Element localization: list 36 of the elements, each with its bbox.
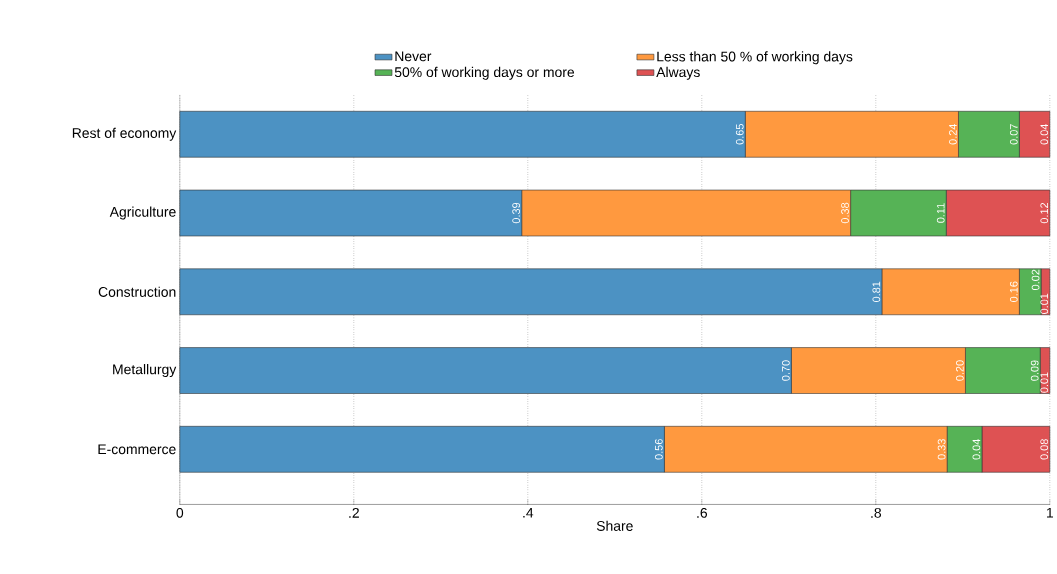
y-tick-label: Rest of economy: [72, 127, 177, 141]
y-tick-label: Agriculture: [109, 206, 176, 220]
data-label: 0.01: [1040, 293, 1049, 314]
data-label: 0.08: [1040, 438, 1049, 460]
x-tick-label: .6: [697, 507, 708, 518]
data-label: 0.81: [872, 281, 881, 302]
x-tick-label: 1: [1047, 507, 1054, 518]
data-label: 0.01: [1040, 372, 1049, 393]
data-label: 0.24: [949, 123, 957, 145]
data-label: 0.02: [1031, 269, 1040, 290]
data-label: 0.04: [972, 438, 981, 460]
legend-label: Never: [395, 51, 432, 62]
data-label: 0.39: [512, 202, 521, 224]
legend-label: Always: [656, 66, 700, 80]
legend-label: Less than 50 % of working days: [657, 51, 853, 65]
data-label: 0.11: [936, 203, 945, 223]
x-tick-label: .8: [871, 507, 882, 518]
data-label: 0.07: [1009, 123, 1018, 145]
data-label: 0.12: [1040, 202, 1049, 224]
data-label: 0.38: [841, 202, 849, 224]
legend-label: 50% of working days or more: [394, 66, 575, 80]
data-label: 0.70: [781, 360, 790, 381]
data-label: 0.04: [1040, 123, 1049, 145]
data-label: 0.33: [937, 438, 946, 460]
y-tick-label: Metallurgy: [113, 363, 177, 377]
data-label: 0.20: [955, 360, 964, 381]
x-tick-label: 0: [176, 507, 184, 518]
data-label: 0.56: [654, 438, 663, 460]
data-label: 0.65: [735, 123, 744, 145]
x-axis-title: Share: [596, 520, 633, 531]
x-tick-label: .4: [523, 507, 534, 518]
x-tick-label: .2: [349, 507, 359, 518]
y-tick-label: Construction: [98, 286, 176, 297]
y-tick-label: E-commerce: [98, 444, 176, 454]
data-label: 0.16: [1009, 281, 1018, 302]
data-label: 0.09: [1030, 360, 1039, 381]
